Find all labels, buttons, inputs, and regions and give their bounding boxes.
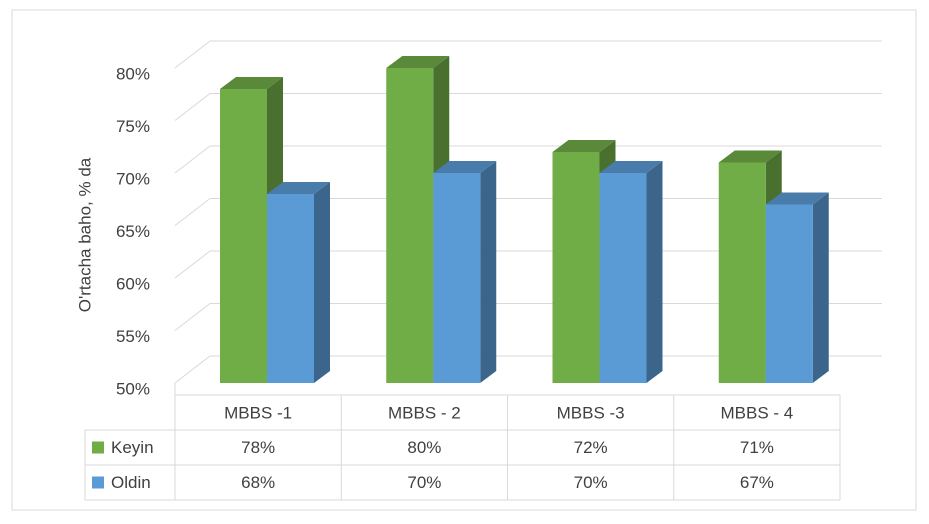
y-tick-label: 80% <box>116 64 150 83</box>
bar-top <box>220 77 283 89</box>
grid-line <box>174 198 211 226</box>
legend-swatch <box>92 441 104 454</box>
x-tick-label: MBBS -3 <box>557 403 625 422</box>
data-label: 68% <box>241 473 275 492</box>
bar <box>599 173 647 383</box>
bar <box>765 204 813 383</box>
bar <box>433 173 481 383</box>
bar <box>552 152 600 383</box>
bar-side <box>314 182 330 383</box>
bar-side <box>646 161 663 383</box>
y-axis-label: O'rtacha baho, % da <box>75 157 94 312</box>
x-tick-label: MBBS - 2 <box>388 403 461 422</box>
data-label: 71% <box>740 438 774 457</box>
grid-line <box>174 355 211 384</box>
bar-top <box>267 182 330 194</box>
bar <box>220 89 267 383</box>
bar-top <box>433 161 497 173</box>
y-tick-label: 75% <box>116 117 150 136</box>
bar <box>267 194 314 383</box>
bar <box>386 68 434 383</box>
y-tick-label: 70% <box>116 169 150 188</box>
y-tick-label: 60% <box>116 274 150 293</box>
grid-line <box>174 93 211 121</box>
data-label: 78% <box>241 438 275 457</box>
grid-line <box>174 250 211 279</box>
y-tick-label: 50% <box>116 379 150 398</box>
bar <box>718 162 766 383</box>
bar-side <box>480 161 497 383</box>
bar-side <box>812 192 829 383</box>
y-tick-label: 65% <box>116 222 150 241</box>
data-label: 70% <box>574 473 608 492</box>
data-label: 70% <box>407 473 441 492</box>
legend-label: Keyin <box>111 438 154 457</box>
bar-top <box>386 56 450 68</box>
grid-line <box>174 303 211 331</box>
data-label: 80% <box>407 438 441 457</box>
bar-top <box>552 140 616 152</box>
bar-top <box>599 161 663 173</box>
y-tick-label: 55% <box>116 327 150 346</box>
x-tick-label: MBBS -1 <box>224 403 292 422</box>
x-tick-label: MBBS - 4 <box>721 403 794 422</box>
grid-line <box>174 40 211 69</box>
data-label: 67% <box>740 473 774 492</box>
legend-label: Oldin <box>111 473 151 492</box>
legend-swatch <box>92 476 104 489</box>
data-label: 72% <box>574 438 608 457</box>
bar-top <box>765 192 829 205</box>
bar-top <box>718 150 782 163</box>
grid-line <box>174 145 211 174</box>
